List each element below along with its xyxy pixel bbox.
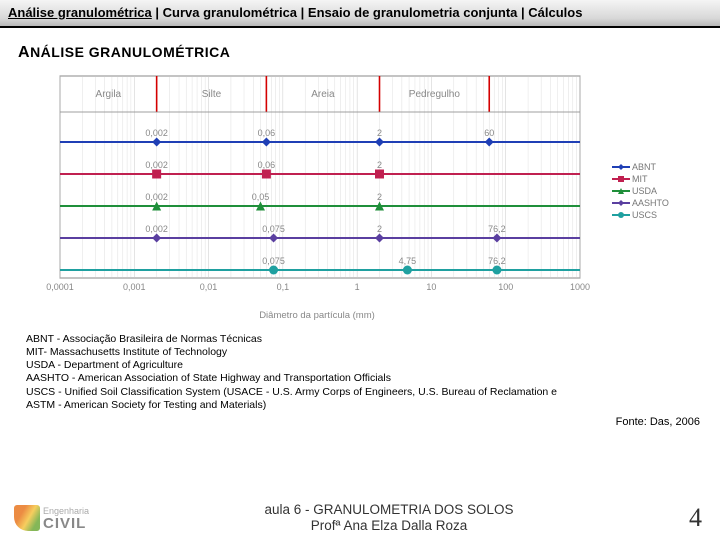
header-tab-0[interactable]: Análise granulométrica (8, 5, 152, 20)
svg-text:0,002: 0,002 (145, 128, 168, 138)
section-title-firstletter: A (18, 44, 30, 61)
definition-line: MIT- Massachusetts Institute of Technolo… (26, 346, 666, 359)
definition-line: USCS - Unified Soil Classification Syste… (26, 386, 666, 399)
svg-text:Argila: Argila (96, 89, 122, 100)
source-citation: Fonte: Das, 2006 (0, 416, 700, 428)
chart-legend: ABNT MIT USDA AASHTO USCS (612, 160, 702, 308)
svg-text:100: 100 (498, 282, 513, 292)
svg-text:76,2: 76,2 (488, 224, 506, 234)
svg-text:0,002: 0,002 (145, 192, 168, 202)
svg-text:2: 2 (377, 128, 382, 138)
legend-item-aashto: AASHTO (612, 198, 702, 208)
definition-line: ABNT - Associação Brasileira de Normas T… (26, 333, 666, 346)
svg-text:0,075: 0,075 (262, 256, 285, 266)
granulometry-chart: Argila Silte Areia Pedregulho 0,0001 0,001 0,0… (22, 68, 612, 308)
logo-mark-icon (14, 505, 40, 531)
svg-text:1000: 1000 (570, 282, 590, 292)
header-tab-1[interactable]: Curva granulométrica (163, 5, 297, 20)
definition-line: USDA - Department of Agriculture (26, 359, 666, 372)
engenharia-civil-logo: Engenharia CIVIL (14, 505, 89, 531)
legend-item-mit: MIT (612, 174, 702, 184)
slide-footer: Engenharia CIVIL aula 6 - GRANULOMETRIA … (0, 502, 720, 534)
svg-text:2: 2 (377, 192, 382, 202)
svg-text:Silte: Silte (202, 89, 222, 100)
svg-text:0,0001: 0,0001 (46, 282, 74, 292)
page-number: 4 (689, 503, 702, 533)
svg-text:0,075: 0,075 (262, 224, 285, 234)
svg-text:0,01: 0,01 (200, 282, 218, 292)
header-tab-2[interactable]: Ensaio de granulometria conjunta (308, 5, 517, 20)
svg-text:2: 2 (377, 160, 382, 170)
header-tabs-bar: Análise granulométrica | Curva granulomé… (0, 0, 720, 28)
svg-text:0,002: 0,002 (145, 224, 168, 234)
svg-text:0,1: 0,1 (277, 282, 290, 292)
legend-item-abnt: ABNT (612, 162, 702, 172)
svg-text:0,06: 0,06 (258, 128, 276, 138)
svg-text:0,002: 0,002 (145, 160, 168, 170)
x-axis-title: Diâmetro da partícula (mm) (22, 310, 612, 321)
header-tab-3[interactable]: Cálculos (528, 5, 582, 20)
svg-text:1: 1 (355, 282, 360, 292)
svg-text:Areia: Areia (311, 89, 335, 100)
section-title: ANÁLISE GRANULOMÉTRICA (18, 44, 720, 62)
definition-line: AASHTO - American Association of State H… (26, 372, 666, 385)
legend-item-uscs: USCS (612, 210, 702, 220)
svg-text:2: 2 (377, 224, 382, 234)
logo-text-bottom: CIVIL (43, 516, 89, 531)
svg-text:0,05: 0,05 (252, 192, 270, 202)
legend-item-usda: USDA (612, 186, 702, 196)
svg-text:Pedregulho: Pedregulho (409, 89, 461, 100)
footer-center-text: aula 6 - GRANULOMETRIA DOS SOLOS Profª A… (89, 502, 689, 534)
svg-text:0,06: 0,06 (258, 160, 276, 170)
svg-text:76,2: 76,2 (488, 256, 506, 266)
svg-text:4,75: 4,75 (399, 256, 417, 266)
abbreviation-definitions: ABNT - Associação Brasileira de Normas T… (26, 333, 666, 412)
svg-text:10: 10 (426, 282, 436, 292)
definition-line: ASTM - American Society for Testing and … (26, 399, 666, 412)
header-tabs[interactable]: Análise granulométrica | Curva granulomé… (8, 5, 582, 20)
svg-text:60: 60 (484, 128, 494, 138)
svg-text:0,001: 0,001 (123, 282, 146, 292)
